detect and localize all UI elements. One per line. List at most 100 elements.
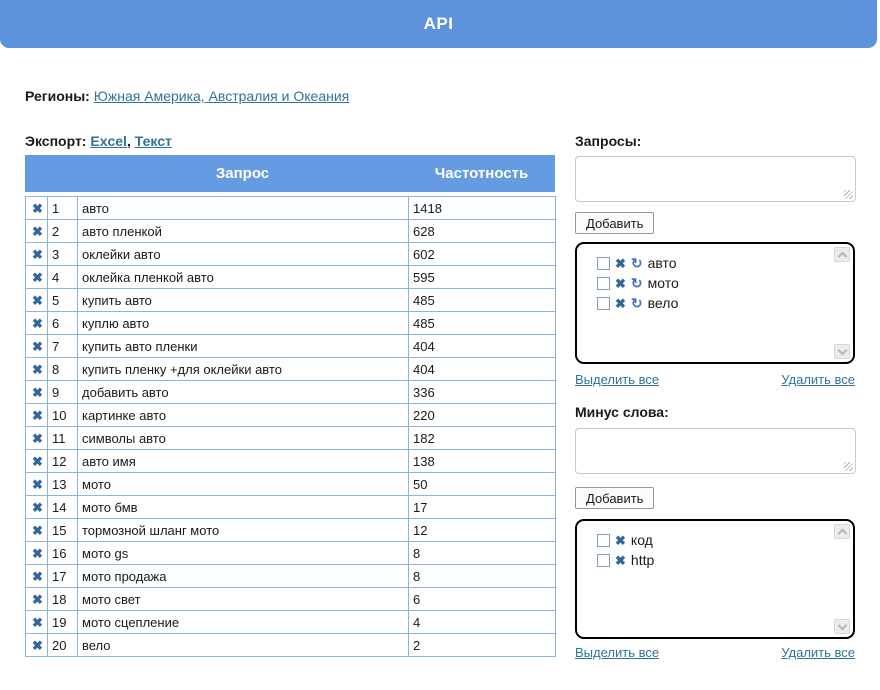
row-delete-icon[interactable]: ✖ [32,522,43,538]
row-delete-icon[interactable]: ✖ [32,614,43,630]
table-row: ✖ 1 авто 1418 [25,196,556,220]
queries-label: Запросы: [575,133,642,149]
query-table-body: ✖ 1 авто 1418 ✖ 2 авто пленкой 628 ✖ 3 о… [25,196,556,657]
row-frequency: 182 [408,426,556,450]
row-query: тормозной шланг мото [77,518,409,542]
scroll-down-icon[interactable] [834,619,850,634]
row-number: 12 [47,449,78,473]
row-delete-icon[interactable]: ✖ [32,200,43,216]
regions-line: Регионы: Южная Америка, Австралия и Океа… [25,88,349,104]
table-row: ✖ 18 мото свет 6 [25,587,556,611]
table-row: ✖ 7 купить авто пленки 404 [25,334,556,358]
table-row: ✖ 6 куплю авто 485 [25,311,556,335]
item-refresh-icon[interactable]: ↻ [630,255,643,271]
minus-delete-all-link[interactable]: Удалить все [781,645,855,660]
item-delete-icon[interactable]: ✖ [615,295,626,311]
row-frequency: 485 [408,288,556,312]
row-delete-icon[interactable]: ✖ [32,292,43,308]
row-number: 5 [47,288,78,312]
item-delete-icon[interactable]: ✖ [615,552,626,568]
list-item: ✖ ↻ мото [597,273,827,293]
item-delete-icon[interactable]: ✖ [615,275,626,291]
minus-scrollbar[interactable] [834,524,850,634]
row-number: 15 [47,518,78,542]
row-delete-icon[interactable]: ✖ [32,637,43,653]
item-checkbox[interactable] [597,533,610,547]
scroll-up-icon[interactable] [834,247,850,262]
item-refresh-icon[interactable]: ↻ [630,275,643,291]
row-number: 19 [47,610,78,634]
item-delete-icon[interactable]: ✖ [615,255,626,271]
minus-select-all-link[interactable]: Выделить все [575,645,660,660]
queries-scrollbar[interactable] [834,247,850,359]
regions-link[interactable]: Южная Америка, Австралия и Океания [93,88,350,104]
row-number: 6 [47,311,78,335]
row-delete-icon[interactable]: ✖ [32,430,43,446]
table-row: ✖ 12 авто имя 138 [25,449,556,473]
row-query: картинке авто [77,403,409,427]
row-delete-icon[interactable]: ✖ [32,476,43,492]
table-row: ✖ 2 авто пленкой 628 [25,219,556,243]
row-frequency: 4 [408,610,556,634]
row-query: символы авто [77,426,409,450]
row-number: 10 [47,403,78,427]
query-table: Запрос Частотность ✖ 1 авто 1418 ✖ 2 авт… [25,155,556,657]
queries-textarea[interactable] [575,156,856,202]
queries-add-button[interactable]: Добавить [575,212,655,234]
table-row: ✖ 9 добавить авто 336 [25,380,556,404]
row-delete-icon[interactable]: ✖ [32,499,43,515]
row-delete-icon[interactable]: ✖ [32,545,43,561]
item-delete-icon[interactable]: ✖ [615,532,626,548]
row-frequency: 6 [408,587,556,611]
minus-textarea[interactable] [575,428,856,474]
row-query: купить авто [77,288,409,312]
queries-list-box: ✖ ↻ авто ✖ ↻ мото ✖ ↻ вело [575,242,855,364]
row-delete-icon[interactable]: ✖ [32,269,43,285]
row-delete-icon[interactable]: ✖ [32,384,43,400]
queries-select-all-link[interactable]: Выделить все [575,372,660,387]
row-frequency: 336 [408,380,556,404]
row-delete-icon[interactable]: ✖ [32,246,43,262]
scroll-up-icon[interactable] [834,524,850,539]
table-row: ✖ 16 мото gs 8 [25,541,556,565]
export-label: Экспорт: [25,133,87,149]
item-checkbox[interactable] [597,256,610,270]
list-item: ✖ http [597,550,827,570]
row-frequency: 404 [408,357,556,381]
list-item: ✖ ↻ вело [597,293,827,313]
item-checkbox[interactable] [597,276,610,290]
row-delete-icon[interactable]: ✖ [32,591,43,607]
row-delete-icon[interactable]: ✖ [32,361,43,377]
row-frequency: 8 [408,541,556,565]
minus-add-button[interactable]: Добавить [575,487,655,509]
query-table-header: Запрос Частотность [25,155,555,192]
row-query: авто пленкой [77,219,409,243]
table-row: ✖ 5 купить авто 485 [25,288,556,312]
item-checkbox[interactable] [597,553,610,567]
row-number: 18 [47,587,78,611]
item-refresh-icon[interactable]: ↻ [630,295,643,311]
row-number: 9 [47,380,78,404]
row-frequency: 12 [408,518,556,542]
export-text-link[interactable]: Текст [134,133,172,149]
row-number: 2 [47,219,78,243]
row-delete-icon[interactable]: ✖ [32,407,43,423]
item-checkbox[interactable] [597,296,610,310]
row-query: добавить авто [77,380,409,404]
list-item: ✖ ↻ авто [597,253,827,273]
row-frequency: 220 [408,403,556,427]
queries-delete-all-link[interactable]: Удалить все [781,372,855,387]
row-delete-icon[interactable]: ✖ [32,223,43,239]
row-delete-icon[interactable]: ✖ [32,338,43,354]
row-delete-icon[interactable]: ✖ [32,315,43,331]
row-delete-icon[interactable]: ✖ [32,568,43,584]
top-bar: API [0,0,877,48]
row-frequency: 404 [408,334,556,358]
row-delete-icon[interactable]: ✖ [32,453,43,469]
row-frequency: 8 [408,564,556,588]
row-query: авто имя [77,449,409,473]
row-frequency: 485 [408,311,556,335]
table-row: ✖ 4 оклейка пленкой авто 595 [25,265,556,289]
export-excel-link[interactable]: Excel [90,133,127,149]
scroll-down-icon[interactable] [834,344,850,359]
